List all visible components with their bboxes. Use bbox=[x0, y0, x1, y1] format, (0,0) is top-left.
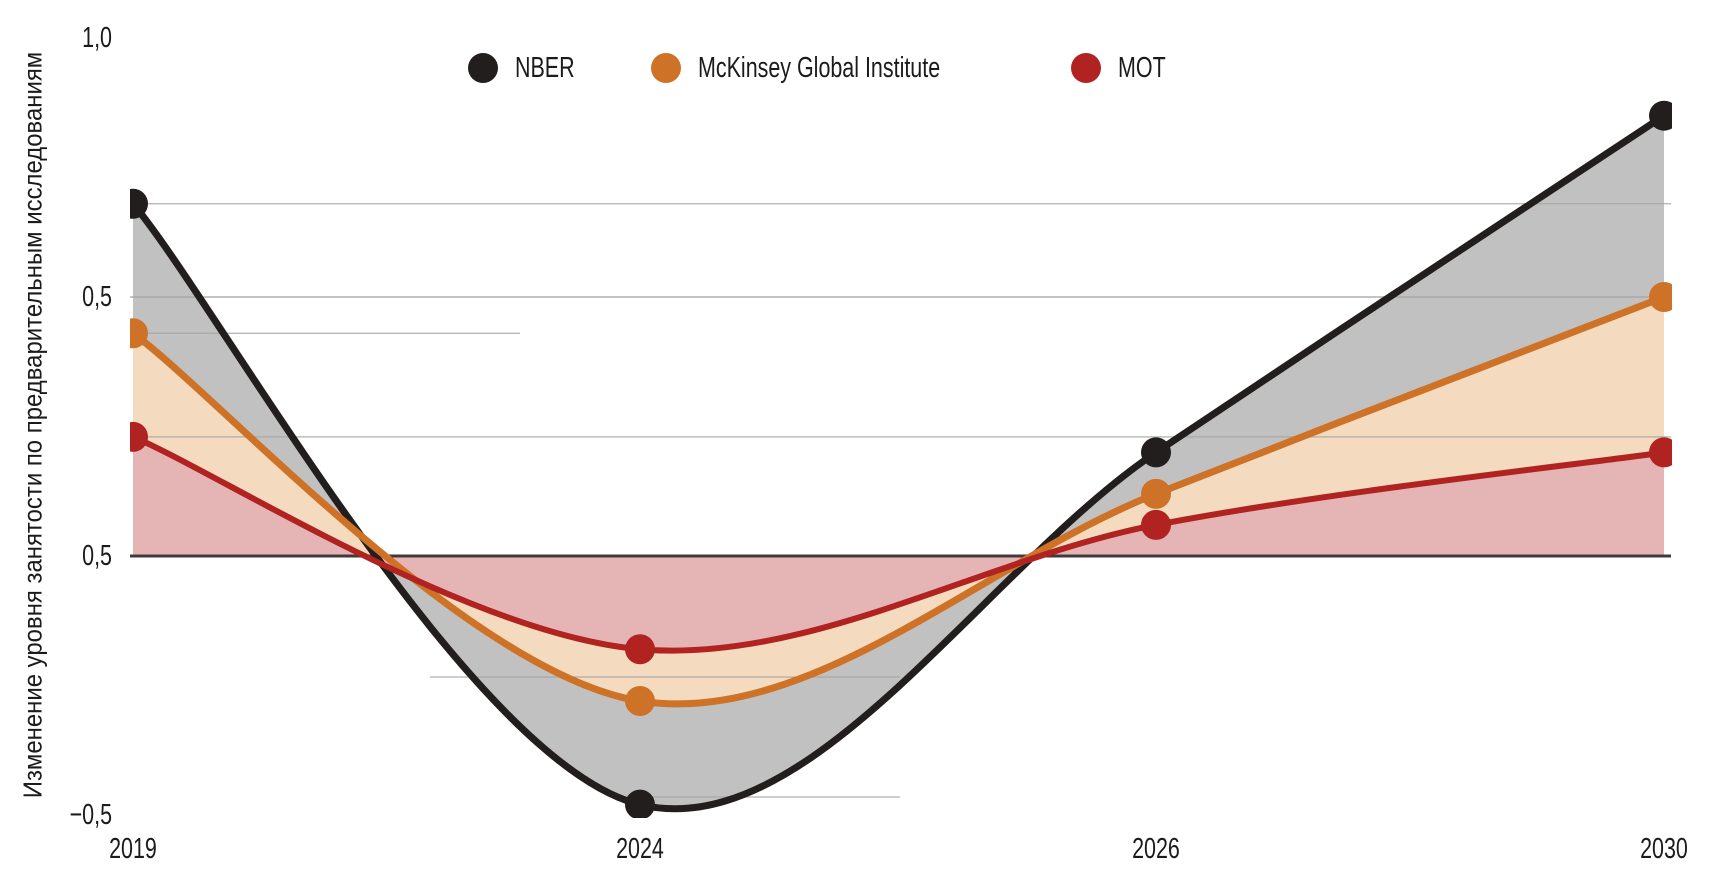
legend-label-mckinsey: McKinsey Global Institute bbox=[698, 51, 941, 84]
y-tick-label: −0,5 bbox=[69, 799, 112, 831]
x-tick-label-2030: 2030 bbox=[1640, 833, 1688, 865]
y-tick-label: 0,5 bbox=[82, 281, 112, 313]
point-mot-2026 bbox=[1141, 509, 1171, 540]
point-mot-2024 bbox=[625, 634, 655, 665]
x-tick-label-2019: 2019 bbox=[109, 833, 157, 865]
point-mckinsey-2024 bbox=[625, 686, 655, 717]
legend-item-mot: МОТ bbox=[1071, 51, 1182, 84]
y-axis-title: Изменение уровня занятости по предварите… bbox=[17, 51, 48, 799]
point-mckinsey-2019 bbox=[130, 318, 148, 349]
point-mckinsey-2026 bbox=[1141, 478, 1171, 509]
legend-item-mckinsey: McKinsey Global Institute bbox=[651, 51, 1025, 84]
y-tick-label: 1,0 bbox=[82, 22, 112, 54]
x-tick-label-2024: 2024 bbox=[616, 833, 664, 865]
plot-area bbox=[130, 100, 1672, 818]
area-mot bbox=[133, 436, 1664, 651]
x-tick-label-2026: 2026 bbox=[1132, 833, 1180, 865]
legend-item-nber: NBER bbox=[468, 51, 596, 84]
legend: NBER McKinsey Global Institute МОТ bbox=[0, 51, 1718, 84]
point-nber-2019 bbox=[130, 188, 148, 219]
point-mot-2030 bbox=[1649, 437, 1672, 468]
legend-dot-nber-icon bbox=[468, 53, 498, 83]
point-nber-2024 bbox=[625, 789, 655, 818]
point-nber-2030 bbox=[1649, 100, 1672, 131]
curve-mot bbox=[130, 433, 1667, 654]
legend-dot-mckinsey-icon bbox=[651, 53, 681, 83]
curve-nber bbox=[130, 112, 1668, 813]
legend-label-nber: NBER bbox=[515, 51, 575, 84]
legend-label-mot: МОТ bbox=[1118, 51, 1166, 84]
legend-dot-mot-icon bbox=[1071, 53, 1101, 83]
y-tick-label: 0,5 bbox=[82, 540, 112, 572]
point-mckinsey-2030 bbox=[1649, 282, 1672, 312]
curve-mckinsey bbox=[130, 293, 1668, 708]
point-nber-2026 bbox=[1141, 437, 1171, 468]
point-mot-2019 bbox=[130, 421, 148, 452]
